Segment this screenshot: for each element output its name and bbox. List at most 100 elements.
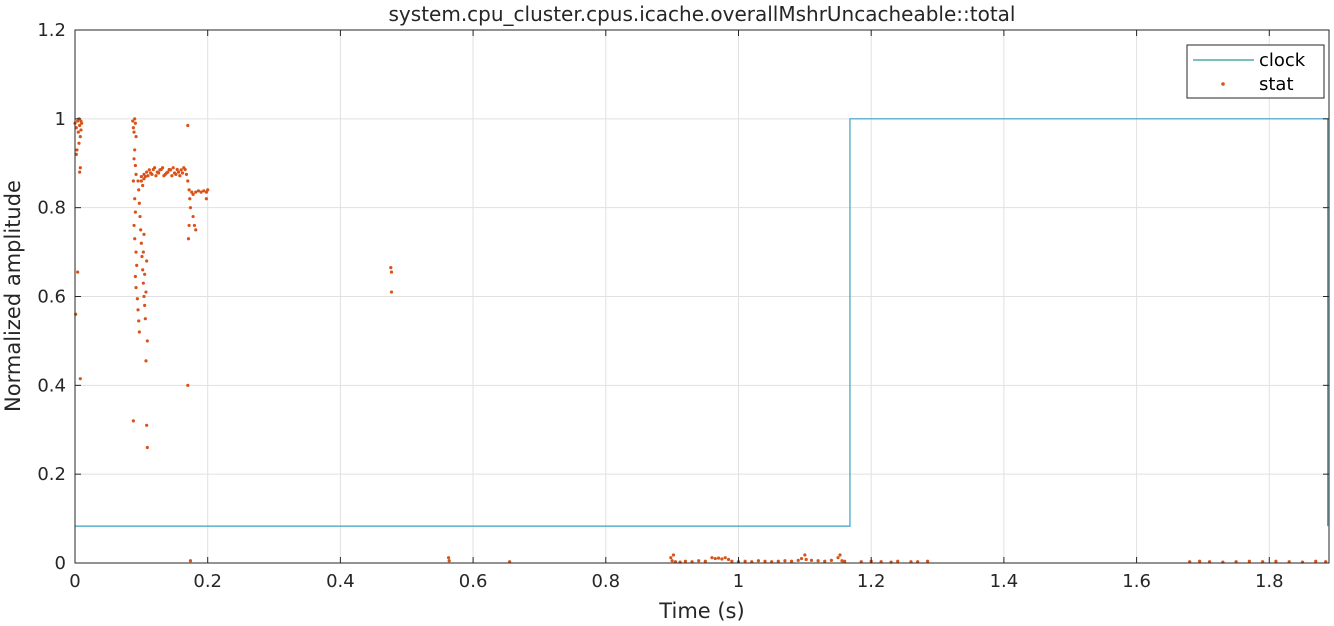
stat-point xyxy=(139,174,143,179)
stat-point xyxy=(137,319,141,323)
stat-point xyxy=(673,560,678,564)
stat-point xyxy=(134,286,138,290)
stat-point xyxy=(1287,560,1291,564)
stat-point xyxy=(194,190,198,194)
stat-point xyxy=(159,167,163,172)
stat-point xyxy=(186,237,191,241)
stat-point xyxy=(145,445,149,450)
x-tick-label: 0.8 xyxy=(591,571,620,592)
y-axis-label: Normalized amplitude xyxy=(1,180,25,412)
stat-point xyxy=(690,560,694,564)
stat-point xyxy=(186,383,190,387)
stat-point xyxy=(750,560,754,564)
x-tick-label: 0.2 xyxy=(193,571,222,592)
stat-point xyxy=(143,317,147,321)
x-tick-label: 1.6 xyxy=(1122,571,1151,592)
y-tick-label: 0.8 xyxy=(37,198,66,219)
x-tick-label: 1.4 xyxy=(990,571,1019,592)
stat-point xyxy=(896,559,900,563)
stat-point xyxy=(147,168,151,172)
stat-point xyxy=(131,126,135,130)
stat-point xyxy=(799,556,804,561)
stat-point xyxy=(142,172,146,176)
stat-point xyxy=(776,559,780,563)
stat-point xyxy=(134,250,138,254)
stat-point xyxy=(141,183,145,188)
legend: clock stat xyxy=(1186,44,1325,99)
stat-point xyxy=(75,148,79,152)
stat-point xyxy=(139,228,143,232)
stat-point xyxy=(78,170,82,174)
stat-point xyxy=(133,274,137,279)
stat-point xyxy=(703,559,707,563)
stat-point xyxy=(183,167,187,172)
x-tick-label: 1.8 xyxy=(1255,571,1284,592)
stat-point xyxy=(151,167,155,172)
stat-point xyxy=(149,171,153,175)
stat-point xyxy=(716,556,721,560)
stat-point xyxy=(134,172,138,176)
tick-labels: 0 0.2 0.4 0.6 0.8 1 1.2 1.4 1.6 1.8 0 0.2 0.4 0.6 0.8 1… xyxy=(37,20,1329,592)
stat-point xyxy=(187,188,191,192)
stat-point xyxy=(139,179,143,183)
stat-point xyxy=(178,174,182,178)
stat-point xyxy=(133,117,137,121)
stat-point xyxy=(202,189,206,193)
stat-point xyxy=(188,559,193,563)
legend-clock-label: clock xyxy=(1259,50,1306,71)
stat-point xyxy=(133,148,137,152)
stat-point xyxy=(176,170,181,174)
stat-point xyxy=(789,559,794,563)
stat-point xyxy=(671,553,676,557)
stat-point xyxy=(188,197,192,201)
stat-point xyxy=(133,121,137,125)
y-tick-label: 0.4 xyxy=(37,375,66,396)
stat-point xyxy=(132,157,136,161)
stat-point xyxy=(143,272,147,276)
y-tick-label: 1 xyxy=(55,109,66,130)
stat-point xyxy=(670,559,674,563)
stat-point xyxy=(76,270,80,274)
stat-point xyxy=(1324,560,1328,564)
stat-point xyxy=(135,263,139,268)
stat-point xyxy=(138,214,142,219)
stat-point xyxy=(925,559,930,563)
stat-point xyxy=(1274,559,1278,563)
stat-point xyxy=(78,123,82,128)
stat-point xyxy=(175,167,179,172)
stat-point xyxy=(713,556,717,561)
stat-point xyxy=(137,201,141,205)
stat-point xyxy=(167,167,171,172)
clock-series-line xyxy=(75,118,1329,527)
stat-point xyxy=(816,559,820,563)
stat-point xyxy=(743,559,747,563)
stat-point xyxy=(74,152,78,156)
stat-point xyxy=(836,556,840,560)
legend-stat-label: stat xyxy=(1259,74,1294,95)
stat-point xyxy=(131,179,135,183)
stat-point xyxy=(389,266,393,270)
stat-point xyxy=(669,556,673,560)
stat-point xyxy=(186,179,190,183)
stat-point xyxy=(180,171,185,175)
stat-point xyxy=(683,559,688,563)
stat-point xyxy=(194,228,198,232)
grid xyxy=(75,30,1329,563)
stat-point xyxy=(164,171,169,175)
stat-point xyxy=(141,268,145,272)
stat-point xyxy=(697,559,701,563)
x-tick-label: 0 xyxy=(69,571,80,592)
stat-point xyxy=(447,559,451,563)
stat-point xyxy=(133,237,137,241)
stat-point xyxy=(172,171,177,175)
x-axis-label: Time (s) xyxy=(658,599,744,623)
plot-area xyxy=(73,117,1329,564)
stat-point xyxy=(1207,560,1212,564)
stat-point xyxy=(171,166,175,170)
stat-point xyxy=(131,419,135,423)
stat-point xyxy=(142,232,146,236)
x-tick-label: 0.6 xyxy=(459,571,488,592)
stat-point xyxy=(763,559,767,563)
stat-point xyxy=(859,560,863,564)
y-tick-label: 0.2 xyxy=(37,464,66,485)
